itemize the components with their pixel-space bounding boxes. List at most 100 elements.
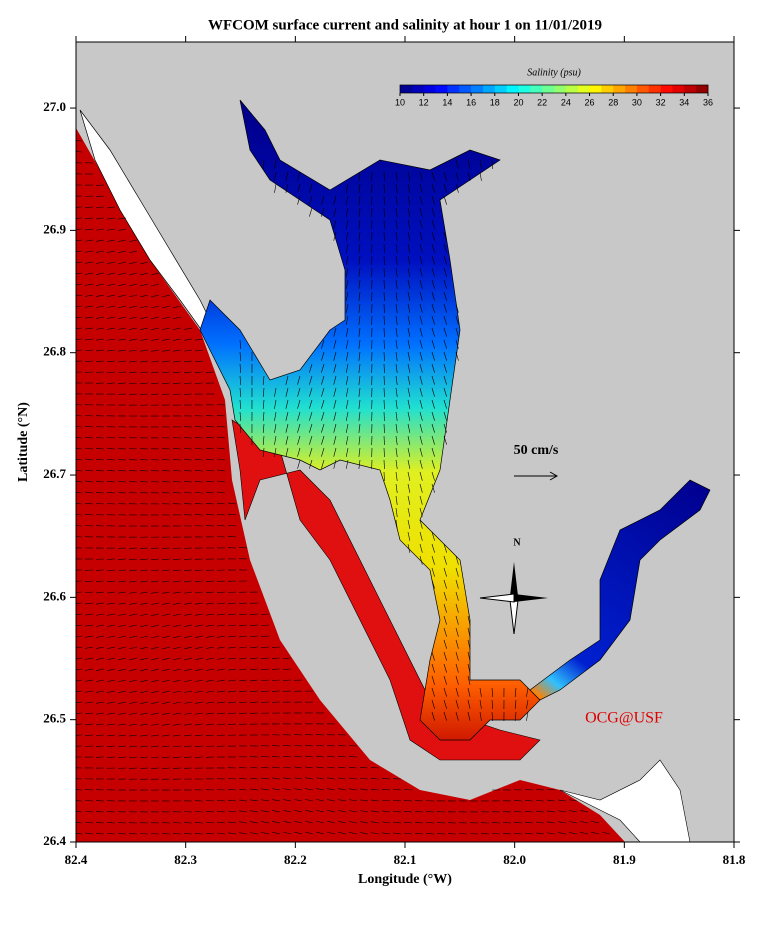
vector: [345, 195, 349, 205]
y-tick-label: 27.0: [43, 99, 66, 114]
colorbar-tick-label: 32: [656, 97, 666, 107]
vector: [151, 723, 160, 726]
vector: [107, 470, 116, 472]
vector: [140, 613, 149, 616]
vector: [274, 159, 277, 169]
vector: [419, 243, 423, 253]
vector: [217, 800, 226, 802]
vector: [162, 723, 171, 726]
vector: [173, 327, 182, 330]
vector: [107, 580, 116, 583]
y-tick-label: 26.9: [43, 221, 66, 236]
vector: [162, 580, 171, 583]
vector: [184, 635, 193, 638]
vector: [184, 646, 193, 650]
vector: [76, 338, 83, 340]
vector: [129, 316, 138, 320]
vector: [205, 514, 215, 516]
vector: [118, 217, 127, 220]
vector: [272, 810, 281, 813]
vector: [217, 602, 226, 605]
vector: [151, 712, 160, 715]
vector: [443, 339, 447, 349]
vector: [282, 745, 292, 747]
vector: [129, 349, 138, 352]
vector: [206, 657, 215, 660]
vector: [76, 491, 83, 494]
vector: [309, 387, 313, 397]
vector: [283, 799, 292, 802]
vector: [107, 360, 116, 363]
vector: [274, 447, 277, 457]
vector: [184, 580, 193, 583]
vector: [96, 239, 105, 242]
vector: [455, 159, 459, 169]
vector: [151, 316, 160, 320]
vector: [250, 832, 259, 835]
vector: [118, 734, 127, 737]
vector: [558, 799, 567, 802]
vector: [393, 799, 402, 802]
vector: [431, 195, 435, 205]
vector: [443, 675, 447, 685]
vector: [76, 668, 83, 671]
vector: [455, 591, 459, 601]
vector: [85, 217, 94, 220]
vector: [183, 492, 193, 494]
vector: [431, 231, 435, 241]
vector: [85, 810, 94, 813]
vector: [309, 447, 313, 457]
vector: [206, 635, 215, 638]
vector: [431, 567, 435, 577]
vector: [443, 363, 447, 373]
vector: [345, 219, 349, 229]
vector: [327, 831, 336, 835]
vector: [217, 458, 226, 461]
vector: [455, 627, 459, 637]
vector: [407, 207, 411, 217]
vector: [162, 569, 171, 572]
vector: [491, 711, 494, 721]
vector: [419, 303, 423, 313]
vector: [407, 495, 411, 505]
vector: [206, 580, 215, 582]
vector: [151, 624, 160, 628]
vector: [85, 821, 94, 824]
vector: [96, 283, 105, 286]
vector: [558, 832, 567, 835]
vector: [140, 360, 149, 363]
vector: [118, 316, 127, 319]
vector: [395, 411, 398, 421]
vector: [151, 602, 160, 605]
colorbar-frame: [399, 84, 709, 94]
vector: [443, 699, 447, 709]
vector: [118, 305, 127, 309]
vector: [327, 820, 336, 824]
vector: [360, 810, 369, 813]
vector: [345, 375, 349, 385]
vector: [76, 591, 83, 593]
vector: [491, 699, 494, 709]
vector: [239, 613, 248, 615]
vector: [173, 657, 182, 661]
vector: [107, 833, 116, 835]
x-tick-label: 82.0: [503, 852, 526, 867]
vector: [345, 435, 349, 445]
vector: [129, 569, 138, 572]
vector: [294, 777, 303, 780]
vector: [227, 723, 237, 725]
vector: [183, 448, 193, 450]
vector: [395, 363, 398, 373]
vector: [76, 140, 83, 142]
vector: [95, 195, 105, 197]
vector: [140, 558, 149, 560]
vector: [140, 283, 149, 287]
vector: [107, 679, 116, 682]
vector: [85, 646, 94, 649]
vector: [107, 624, 116, 627]
colorbar-cell: [589, 85, 602, 93]
vector: [173, 734, 182, 737]
vector: [407, 447, 411, 457]
vector: [358, 459, 361, 469]
vector: [96, 261, 105, 264]
